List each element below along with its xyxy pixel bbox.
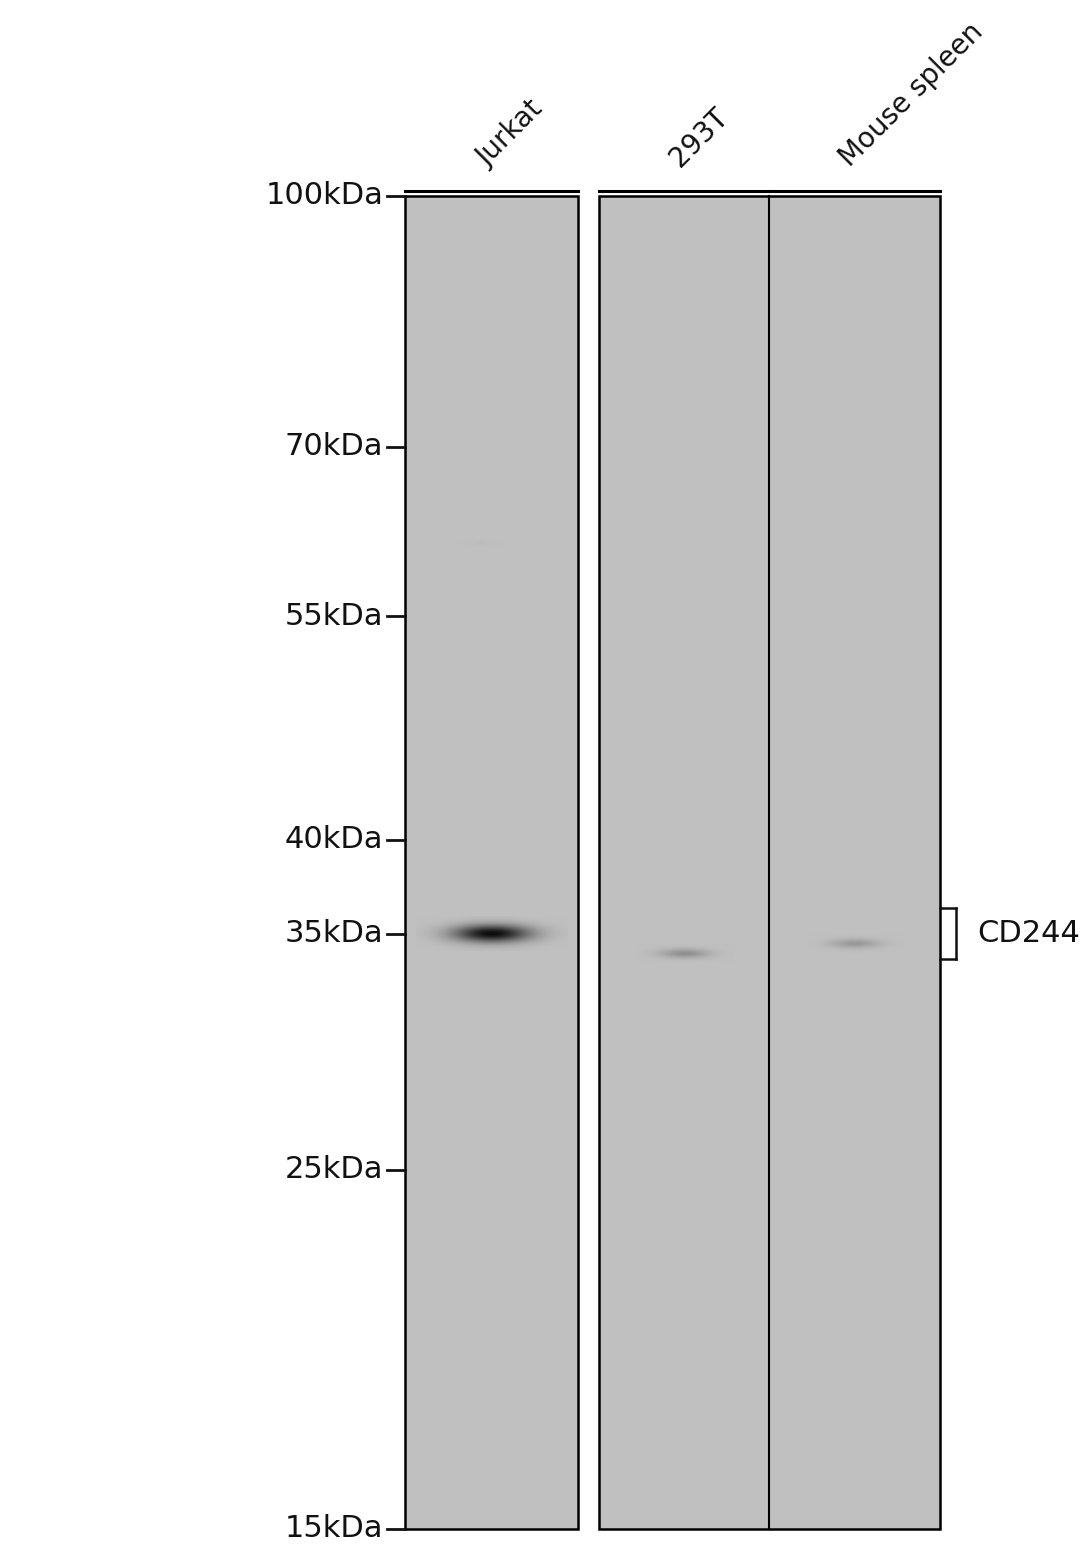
Bar — [599, 196, 940, 1529]
Text: 40kDa: 40kDa — [285, 825, 383, 855]
Text: 100kDa: 100kDa — [266, 182, 383, 210]
Text: Jurkat: Jurkat — [472, 96, 549, 172]
Text: 293T: 293T — [664, 103, 733, 172]
Text: 35kDa: 35kDa — [285, 919, 383, 949]
Text: CD244: CD244 — [977, 919, 1080, 949]
Text: 25kDa: 25kDa — [285, 1156, 383, 1184]
Bar — [405, 196, 578, 1529]
Text: Mouse spleen: Mouse spleen — [835, 19, 989, 172]
Text: 70kDa: 70kDa — [285, 433, 383, 461]
Text: 55kDa: 55kDa — [285, 602, 383, 630]
Text: 15kDa: 15kDa — [285, 1515, 383, 1543]
